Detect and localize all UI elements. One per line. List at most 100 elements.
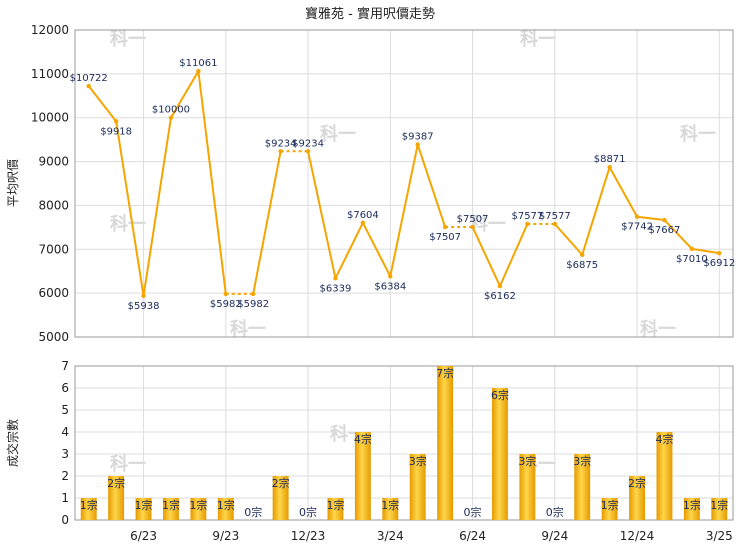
- line-value-label: $5938: [128, 301, 160, 312]
- line-y-tick-label: 10000: [31, 111, 69, 125]
- bar: [80, 498, 97, 520]
- line-point: [388, 274, 393, 279]
- bar-plot-frame: [74, 365, 734, 521]
- bar-value-label: 4宗: [354, 432, 372, 446]
- watermark-text: 科一: [520, 28, 556, 50]
- line-value-label: $10000: [152, 105, 190, 116]
- line-value-label: $9387: [402, 132, 434, 143]
- line-segment: [554, 223, 583, 256]
- x-tick-label: 3/25: [706, 529, 733, 543]
- line-point: [497, 283, 503, 289]
- line-value-label: $6339: [320, 283, 352, 294]
- line-y-tick-label: 6000: [38, 286, 69, 300]
- bar-value-label: 1宗: [135, 498, 153, 512]
- line-value-label: $6912: [703, 258, 735, 269]
- bar: [163, 498, 179, 520]
- watermark-text: 科一: [680, 123, 716, 145]
- line-point: [333, 276, 338, 281]
- line-segment: [663, 219, 693, 250]
- bar-value-label: 0宗: [244, 505, 262, 519]
- bar-y-tick-label: 5: [61, 403, 69, 417]
- bar-value-label: 1宗: [326, 498, 344, 512]
- bar-y-tick-label: 3: [61, 447, 69, 461]
- line-y-tick-label: 7000: [38, 242, 69, 256]
- line-value-label: $7507: [429, 232, 461, 243]
- line-labels: $10722 $9918 $5938 $10000 $11061 $5982$5982 $9…: [70, 58, 736, 312]
- line-value-label: $7604: [347, 210, 379, 221]
- line-value-label: $6384: [374, 281, 406, 292]
- bar: [601, 498, 618, 520]
- line-segment: [471, 226, 501, 287]
- line-point: [689, 246, 695, 252]
- line-y-tick-label: 9000: [38, 155, 69, 169]
- line-value-label: $9234: [265, 138, 297, 149]
- x-tick-label: 6/23: [130, 529, 157, 543]
- bar-value-label: 0宗: [299, 505, 317, 519]
- watermark-text: 科一: [110, 453, 146, 475]
- bars: [80, 366, 728, 520]
- line-value-label: $6162: [484, 291, 516, 302]
- bar: [409, 454, 426, 520]
- line-y-ticks: 5000 6000 7000 8000 9000 10000 11000 12000: [31, 23, 69, 344]
- watermark-text: 科一: [110, 28, 146, 50]
- line-value-label: $7577: [511, 211, 543, 222]
- bar-y-tick-label: 1: [61, 491, 69, 505]
- line-value-label: $11061: [179, 58, 217, 69]
- line-value-label: $6875: [566, 260, 598, 271]
- line-segment: [87, 85, 117, 122]
- x-tick-label: 9/23: [212, 529, 239, 543]
- line-segment: [334, 222, 364, 279]
- bar: [190, 498, 207, 520]
- bar: [711, 498, 728, 520]
- bar-labels: 1宗 2宗 1宗 1宗 1宗 1宗 0宗 2宗 0宗 1宗 4宗 1宗 3宗 7宗 0宗 6宗 3宗 0宗 3宗 1宗…: [80, 366, 729, 519]
- watermark-text: 科一: [470, 213, 506, 235]
- x-tick-label: 6/24: [459, 529, 486, 543]
- line-value-label: $7507: [457, 214, 489, 225]
- line-segment: [115, 121, 145, 297]
- bar: [519, 454, 536, 520]
- line-segment: [389, 144, 419, 277]
- line-point: [580, 252, 585, 257]
- line-segment: [636, 215, 665, 222]
- bar-y-tick-label: 2: [61, 469, 69, 483]
- line-segment: [691, 247, 720, 255]
- bar: [656, 432, 673, 520]
- line-y-tick-label: 11000: [31, 67, 69, 81]
- bar-value-label: 0宗: [464, 505, 482, 519]
- line-value-label: $5982: [210, 299, 242, 310]
- line-value-label: $7577: [539, 211, 571, 222]
- watermark-text: 科一: [640, 318, 676, 340]
- bar-value-label: 1宗: [601, 498, 619, 512]
- line-value-label: $7742: [621, 222, 653, 233]
- line-y-tick-label: 8000: [38, 198, 69, 212]
- line-value-label: $5982: [237, 299, 269, 310]
- line-value-label: $7667: [649, 225, 681, 236]
- line-segment: [608, 166, 638, 218]
- line-segment: [499, 223, 529, 287]
- bar: [629, 476, 645, 520]
- bar-value-label: 1宗: [189, 498, 207, 512]
- line-point: [662, 217, 667, 223]
- bar-value-label: 7宗: [436, 366, 454, 380]
- line-series: [86, 68, 722, 299]
- line-y-tick-label: 5000: [38, 330, 69, 344]
- bar-y-axis-label: 成交宗數: [5, 419, 20, 467]
- line-point: [360, 220, 366, 225]
- bar: [437, 366, 454, 520]
- x-tick-label: 3/24: [377, 529, 404, 543]
- line-point: [196, 68, 201, 74]
- bar: [108, 476, 125, 520]
- bar: [574, 454, 591, 520]
- bar: [217, 498, 234, 520]
- line-point: [415, 142, 420, 147]
- line-y-tick-label: 12000: [31, 23, 69, 37]
- bar-value-label: 4宗: [655, 432, 673, 446]
- line-value-label: $10722: [70, 73, 108, 84]
- line-point: [305, 149, 311, 154]
- line-segment: [142, 117, 172, 297]
- line-segment: [581, 166, 611, 256]
- bar: [492, 388, 508, 520]
- bar-value-label: 6宗: [491, 388, 509, 402]
